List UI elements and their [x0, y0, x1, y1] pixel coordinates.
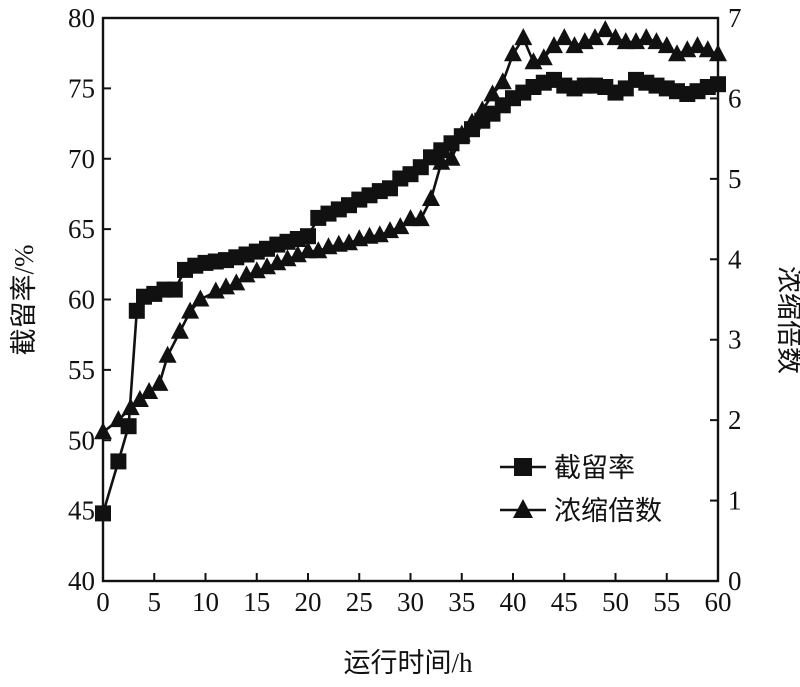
y-left-tick-label: 60 [68, 285, 95, 315]
data-point-rejection [128, 302, 145, 319]
data-point-concentration [473, 100, 492, 118]
data-point-concentration [170, 321, 189, 339]
data-point-concentration [688, 36, 707, 54]
x-tick-label: 50 [602, 587, 629, 617]
data-point-concentration [121, 398, 140, 416]
x-axis-label: 运行时间/h [343, 648, 473, 678]
x-tick-label: 10 [192, 587, 219, 617]
data-point-concentration [504, 44, 522, 62]
y-left-tick-label: 45 [68, 496, 95, 526]
data-point-concentration [442, 148, 461, 166]
y-left-tick-label: 55 [68, 355, 95, 385]
data-point-concentration [698, 40, 717, 58]
data-point-concentration [227, 273, 246, 291]
y-left-tick-label: 40 [68, 566, 95, 596]
data-point-concentration [452, 124, 471, 142]
x-tick-label: 35 [448, 587, 475, 617]
data-point-concentration [637, 28, 656, 46]
series-markers [94, 20, 727, 522]
data-point-concentration [606, 28, 625, 46]
legend-square-marker [514, 458, 532, 476]
legend: 截留率 浓缩倍数 [500, 453, 662, 526]
data-point-rejection [300, 228, 316, 245]
y-right-tick-label: 0 [728, 566, 742, 596]
legend-triangle-marker [513, 499, 533, 518]
data-point-concentration [130, 390, 149, 407]
data-point-concentration [422, 189, 440, 206]
x-tick-label: 40 [500, 587, 527, 617]
x-tick-label: 60 [705, 587, 732, 617]
y-left-tick-label: 65 [68, 214, 95, 244]
x-tick-label: 20 [295, 587, 322, 617]
data-point-concentration [657, 36, 676, 54]
y-left-tick-label: 50 [68, 425, 95, 455]
data-point-concentration [150, 373, 169, 391]
y-axis-right-label: 浓缩倍数 [774, 266, 800, 374]
data-point-concentration [109, 410, 128, 428]
y-right-tick-label: 3 [728, 325, 742, 355]
data-point-concentration [391, 217, 410, 235]
x-tick-label: 55 [653, 587, 680, 617]
data-point-concentration [534, 48, 553, 66]
y-left-tick-label: 70 [68, 144, 95, 174]
data-point-concentration [555, 28, 574, 46]
y-right-tick-label: 5 [728, 164, 742, 194]
series-line-rejection [101, 78, 719, 514]
data-point-rejection [110, 453, 127, 470]
y-right-tick-label: 7 [728, 3, 742, 33]
data-point-concentration [514, 28, 533, 46]
data-point-concentration [191, 289, 210, 307]
data-point-concentration [158, 345, 177, 363]
data-point-concentration [596, 20, 615, 38]
x-tick-label: 15 [243, 587, 270, 617]
data-point-concentration [94, 422, 112, 440]
x-tick-label: 45 [551, 587, 578, 617]
data-point-concentration [493, 72, 512, 90]
y-axis-left-label: 截留率/% [9, 245, 39, 356]
y-right-tick-label: 6 [728, 83, 742, 113]
y-right-tick-label: 4 [728, 244, 742, 274]
y-left-tick-label: 80 [68, 3, 95, 33]
data-point-concentration [647, 32, 666, 50]
data-point-rejection [166, 281, 183, 298]
legend-label-concentration: 浓缩倍数 [554, 496, 662, 526]
x-tick-label: 30 [397, 587, 424, 617]
data-point-concentration [709, 44, 727, 62]
data-point-concentration [181, 301, 200, 319]
y-right-tick-label: 2 [728, 405, 742, 435]
data-point-concentration [140, 382, 159, 399]
x-tick-label: 5 [148, 587, 162, 617]
x-tick-label: 0 [96, 587, 110, 617]
data-point-concentration [483, 84, 502, 102]
y-left-tick-label: 75 [68, 73, 95, 103]
data-point-concentration [411, 209, 430, 227]
data-point-concentration [545, 36, 563, 54]
y-right-tick-label: 1 [728, 486, 742, 516]
legend-label-rejection: 截留率 [554, 453, 635, 483]
x-tick-label: 25 [346, 587, 373, 617]
data-point-concentration [463, 112, 481, 130]
data-point-rejection [710, 76, 726, 93]
data-point-rejection [95, 505, 111, 522]
axis-ticks: 0 5 10 15 20 25 30 35 40 45 50 55 604045505560657075… [68, 3, 742, 617]
data-point-concentration [586, 28, 604, 46]
